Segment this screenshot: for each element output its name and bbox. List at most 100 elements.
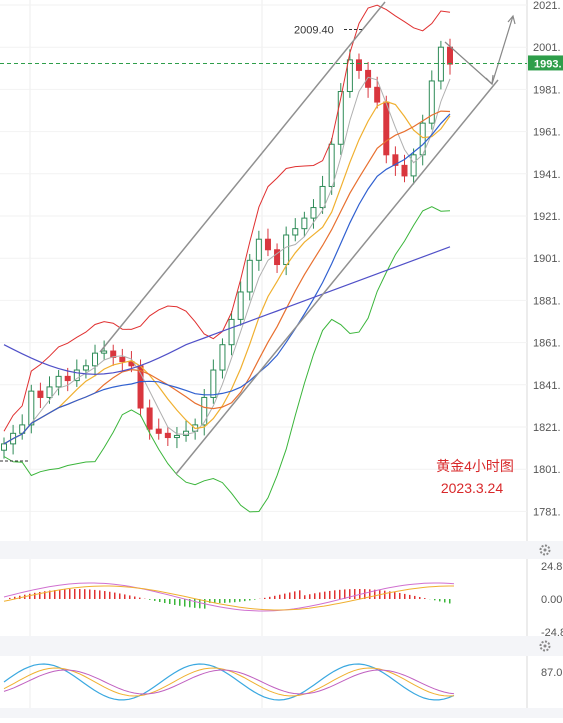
candle-body	[29, 391, 34, 425]
y-tick-label: 1961.	[533, 127, 561, 139]
macd-bar	[89, 590, 91, 599]
macd-bar	[274, 596, 276, 599]
macd-bar	[299, 590, 301, 599]
macd-bar	[104, 591, 106, 599]
macd-bar	[224, 599, 226, 603]
annotation-date: 2023.3.24	[441, 480, 503, 496]
y-tick-label: 1901.	[533, 253, 561, 265]
candle-body	[256, 239, 261, 260]
macd-bar	[434, 599, 436, 600]
candle-body	[56, 376, 61, 387]
macd-header-bar	[0, 541, 563, 559]
macd-bar	[409, 595, 411, 599]
candle-body	[202, 397, 207, 424]
macd-bar	[254, 599, 256, 600]
high-label: 2009.40	[294, 24, 334, 36]
macd-bar	[84, 589, 86, 599]
macd-bar	[414, 596, 416, 599]
macd-bar	[59, 590, 61, 599]
y-tick-label: 1941.	[533, 169, 561, 181]
macd-bar	[264, 598, 266, 599]
candle-body	[311, 208, 316, 219]
candle-body	[120, 357, 125, 361]
macd-bar	[129, 595, 131, 599]
macd-bar	[399, 593, 401, 599]
candle-body	[366, 70, 371, 87]
candle-body	[229, 319, 234, 344]
macd-bar	[324, 592, 326, 599]
macd-bar	[54, 590, 56, 599]
candle-body	[411, 155, 416, 176]
macd-bar	[199, 599, 201, 608]
macd-bar	[424, 598, 426, 599]
y-tick-label: 1821.	[533, 422, 561, 434]
candle-body	[448, 47, 453, 64]
candle-body	[38, 391, 43, 397]
macd-bar	[164, 599, 166, 603]
macd-bar	[159, 599, 161, 602]
macd-bar	[184, 599, 186, 607]
macd-bar	[114, 593, 116, 599]
candle-body	[375, 87, 380, 102]
macd-bar	[394, 592, 396, 599]
kdj-header-bar	[0, 636, 563, 656]
candle-body	[384, 102, 389, 155]
macd-bar	[119, 593, 121, 599]
candle-body	[238, 292, 243, 319]
candle-body	[65, 376, 70, 380]
candle-body	[284, 235, 289, 265]
macd-bar	[74, 589, 76, 599]
macd-bar	[384, 591, 386, 599]
candle-body	[302, 218, 307, 229]
macd-bar	[194, 599, 196, 608]
macd-bar	[169, 599, 171, 604]
candle-body	[2, 444, 7, 450]
macd-bar	[329, 591, 331, 599]
candle-body	[402, 165, 407, 176]
macd-bar	[34, 593, 36, 599]
y-tick-label: 1841.	[533, 380, 561, 392]
macd-bar	[334, 590, 336, 599]
macd-bar	[139, 598, 141, 599]
macd-bar	[134, 596, 136, 599]
candle-body	[320, 186, 325, 207]
y-tick-label: 1981.	[533, 84, 561, 96]
macd-bar	[64, 589, 66, 599]
macd-bar	[319, 592, 321, 599]
bottom-bar	[0, 708, 563, 718]
macd-bar	[289, 592, 291, 599]
candle-body	[165, 433, 170, 437]
macd-bar	[314, 593, 316, 599]
macd-bar	[219, 599, 221, 603]
macd-bar	[9, 598, 11, 599]
macd-y-tick-label: 0.00	[541, 594, 562, 606]
macd-bar	[369, 589, 371, 599]
macd-bar	[354, 589, 356, 599]
y-tick-label: 2001.	[533, 42, 561, 54]
macd-y-tick-label: -24.8	[541, 627, 563, 639]
macd-bar	[149, 599, 151, 600]
y-tick-label: 1861.	[533, 338, 561, 350]
gear-icon-center	[544, 549, 547, 552]
macd-bar	[244, 599, 246, 601]
macd-bar	[439, 599, 441, 601]
macd-bar	[444, 599, 446, 602]
y-tick-label: 1921.	[533, 211, 561, 223]
candle-body	[211, 370, 216, 397]
macd-bar	[154, 599, 156, 601]
macd-bar	[239, 599, 241, 602]
candle-body	[220, 345, 225, 370]
macd-bar	[79, 589, 81, 599]
candle-body	[102, 351, 107, 353]
macd-y-tick-label: 24.8	[541, 561, 562, 573]
y-tick-label: 2021.	[533, 0, 561, 12]
macd-bar	[449, 599, 451, 603]
candle-body	[329, 144, 334, 186]
candle-body	[265, 239, 270, 250]
kdj-y-tick-label: 87.0	[541, 667, 562, 679]
y-tick-label: 1881.	[533, 295, 561, 307]
candle-body	[347, 60, 352, 92]
candle-body	[174, 435, 179, 437]
candle-body	[356, 60, 361, 71]
